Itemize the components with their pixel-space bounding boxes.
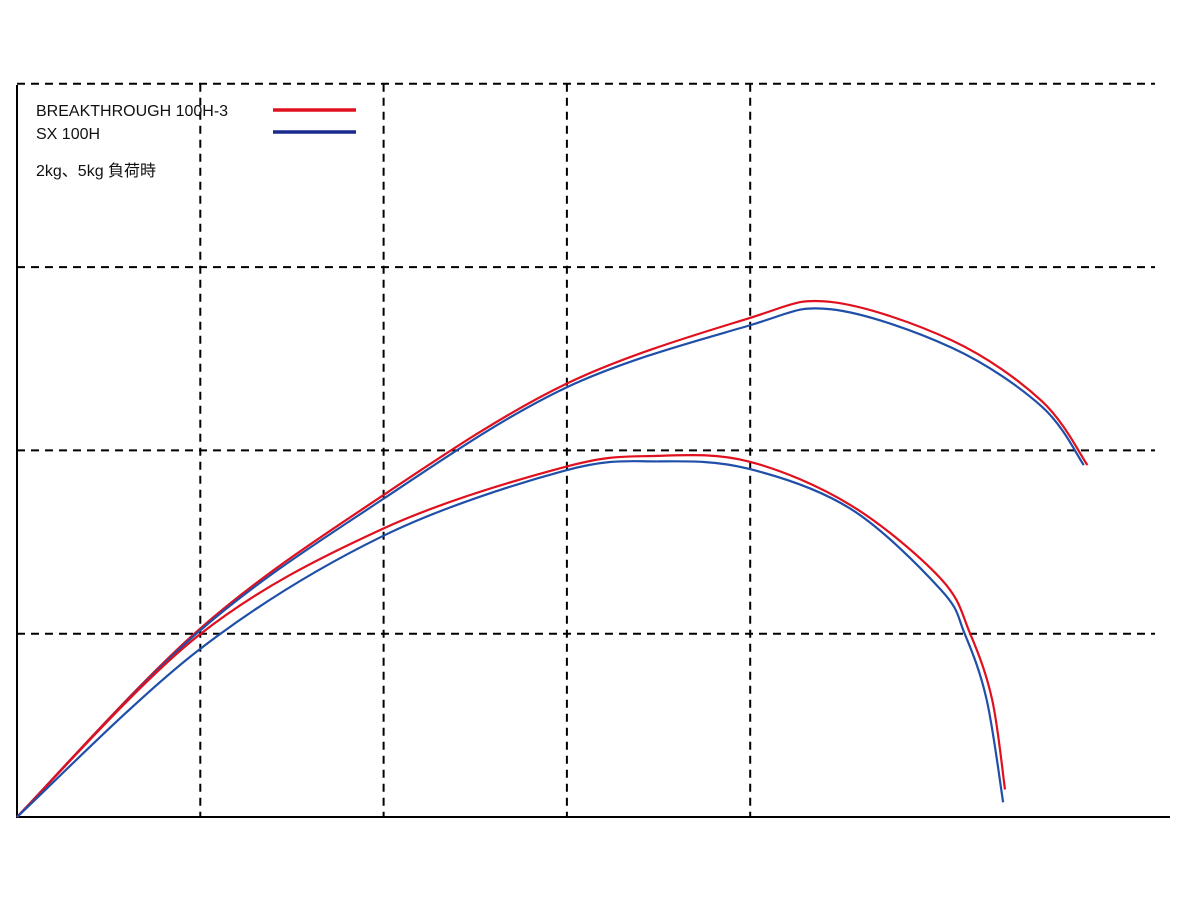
load-note: 2kg、5kg 負荷時 <box>36 163 157 180</box>
curves <box>16 299 1089 818</box>
legend-label-sx: SX 100H <box>36 126 101 143</box>
series-line-1 <box>16 307 1085 818</box>
grid <box>17 82 1155 817</box>
legend-label-breakthrough: BREAKTHROUGH 100H-3 <box>36 103 229 120</box>
series-line-3 <box>16 460 1005 818</box>
series-line-2 <box>16 453 1007 818</box>
series-line-0 <box>16 299 1089 818</box>
